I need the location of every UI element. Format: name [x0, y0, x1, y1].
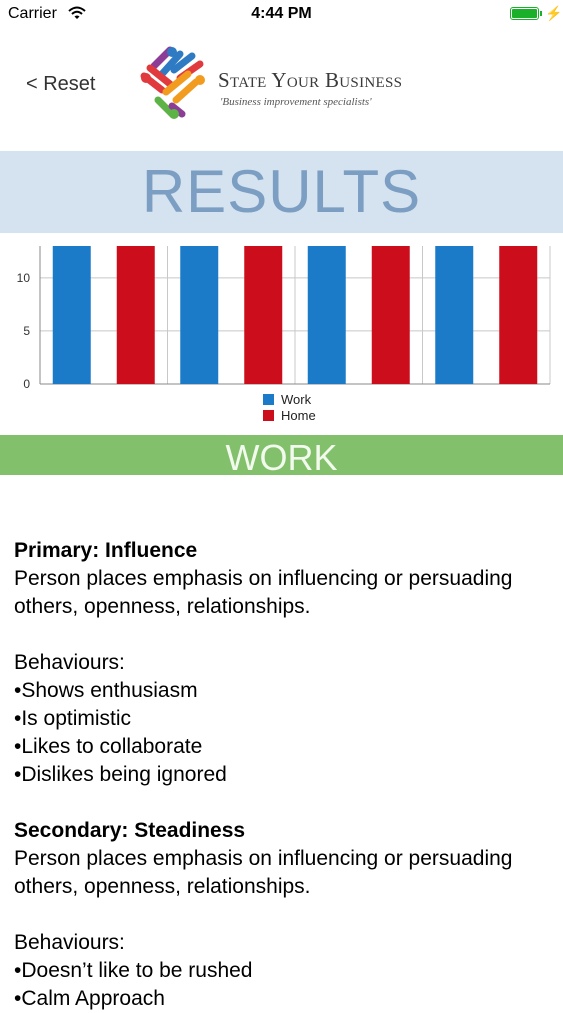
battery-icon [510, 7, 542, 20]
secondary-heading: Secondary: Steadiness [14, 819, 246, 842]
logo-tagline: 'Business improvement specialists' [220, 96, 372, 108]
behaviour-item: •Shows enthusiasm [14, 679, 198, 702]
behaviour-item: •Doesn’t like to be rushed [14, 959, 253, 982]
clock-time: 4:44 PM [251, 5, 312, 22]
legend-label-work: Work [281, 392, 312, 407]
bar-home [499, 246, 538, 384]
secondary-description: Person places emphasis on influencing or… [14, 847, 513, 898]
primary-description: Person places emphasis on influencing or… [14, 567, 513, 618]
secondary-behaviours-label: Behaviours: [14, 931, 125, 954]
results-title: RESULTS [141, 158, 422, 225]
behaviour-item: •Calm Approach [14, 987, 165, 1010]
bar-home [116, 246, 155, 384]
behaviour-item: •Dislikes being ignored [14, 763, 227, 786]
company-logo: State Your Business 'Business improvemen… [136, 44, 436, 120]
logo-name: State Your Business [218, 68, 403, 92]
work-section-banner: WORK [0, 435, 563, 478]
primary-heading: Primary: Influence [14, 539, 198, 562]
wifi-icon [68, 6, 86, 25]
status-bar: Carrier 4:44 PM ⚡ [0, 0, 563, 28]
y-tick-label: 0 [23, 377, 30, 391]
charging-bolt-icon: ⚡ [545, 5, 563, 21]
carrier-label: Carrier [8, 5, 57, 22]
legend-swatch-home [263, 410, 274, 421]
behaviour-item: •Likes to collaborate [14, 735, 203, 758]
reset-button[interactable]: < Reset [26, 73, 96, 95]
bar-work [52, 246, 91, 384]
bar-work [307, 246, 346, 384]
bar-home [371, 246, 410, 384]
results-banner: RESULTS [0, 151, 563, 233]
legend-swatch-work [263, 394, 274, 405]
y-tick-label: 10 [17, 271, 31, 285]
work-section-title: WORK [225, 437, 338, 478]
y-tick-label: 5 [23, 324, 30, 338]
profile-description: Primary: Influence Person places emphasi… [14, 537, 554, 1013]
primary-behaviours-label: Behaviours: [14, 651, 125, 674]
bar-work [435, 246, 474, 384]
legend-label-home: Home [281, 408, 316, 423]
behaviour-item: •Is optimistic [14, 707, 132, 730]
bar-work [180, 246, 219, 384]
bar-home [244, 246, 283, 384]
logo-mark-icon [140, 46, 205, 119]
